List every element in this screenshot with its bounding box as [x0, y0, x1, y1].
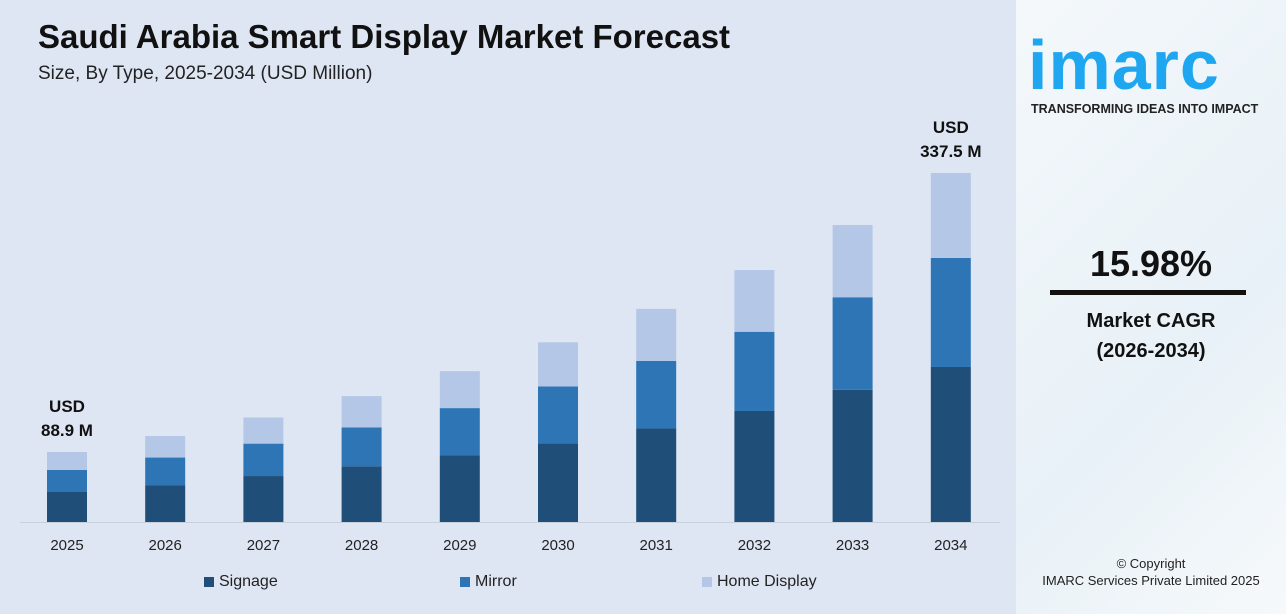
bar-home-display-2028: [341, 396, 382, 428]
imarc-logo: imarc: [1028, 26, 1220, 104]
x-tick-label: 2031: [640, 537, 673, 554]
data-label: USD: [49, 397, 85, 416]
bar-mirror-2034: [930, 257, 971, 367]
x-tick-label: 2033: [836, 537, 869, 554]
bar-home-display-2025: [47, 451, 87, 471]
bar-mirror-2032: [734, 331, 775, 411]
bar-home-display-2034: [930, 172, 971, 258]
bar-signage-2034: [930, 366, 971, 522]
legend-swatch-home-display: [702, 577, 712, 587]
bar-mirror-2031: [636, 360, 677, 429]
bar-mirror-2028: [341, 427, 382, 467]
bar-signage-2033: [832, 389, 873, 522]
legend-label: Signage: [219, 573, 278, 590]
copyright-line2: IMARC Services Private Limited 2025: [1042, 573, 1260, 588]
bar-signage-2032: [734, 410, 775, 522]
bar-mirror-2026: [145, 457, 186, 486]
bar-home-display-2032: [734, 270, 775, 332]
x-tick-label: 2028: [345, 537, 378, 554]
cagr-label: Market CAGR: [1086, 310, 1216, 332]
legend-label: Home Display: [717, 573, 817, 590]
bar-mirror-2025: [47, 470, 87, 492]
bar-home-display-2033: [832, 225, 873, 298]
bar-home-display-2027: [243, 417, 284, 444]
bar-home-display-2026: [145, 436, 186, 458]
legend-home-display: Home Display: [702, 573, 817, 591]
bar-signage-2030: [538, 443, 578, 522]
bar-mirror-2030: [538, 386, 578, 444]
bar-mirror-2029: [439, 408, 480, 456]
bar-signage-2026: [145, 485, 186, 522]
brand-panel: [1016, 0, 1286, 614]
x-tick-label: 2034: [934, 537, 967, 554]
x-tick-label: 2025: [50, 537, 83, 554]
cagr-value: 15.98%: [1089, 243, 1213, 284]
legend-mirror: Mirror: [460, 573, 517, 591]
x-tick-label: 2027: [247, 537, 280, 554]
chart-subtitle: Size, By Type, 2025-2034 (USD Million): [38, 63, 373, 84]
bar-signage-2028: [341, 466, 382, 522]
bar-home-display-2030: [538, 342, 578, 387]
x-tick-label: 2029: [443, 537, 476, 554]
legend-swatch-mirror: [460, 577, 470, 587]
divider: [1050, 290, 1246, 295]
copyright-line1: © Copyright: [1116, 556, 1186, 571]
bar-mirror-2027: [243, 443, 284, 477]
bar-signage-2027: [243, 476, 284, 522]
cagr-period: (2026-2034): [1096, 340, 1206, 362]
brand-tagline: TRANSFORMING IDEAS INTO IMPACT: [1031, 102, 1259, 116]
x-tick-label: 2030: [541, 537, 574, 554]
bar-signage-2029: [439, 455, 480, 522]
x-tick-label: 2026: [149, 537, 182, 554]
bar-signage-2025: [47, 491, 87, 522]
legend-signage: Signage: [204, 573, 278, 591]
data-label: 337.5 M: [920, 142, 981, 161]
x-tick-label: 2032: [738, 537, 771, 554]
bar-signage-2031: [636, 428, 677, 522]
data-label: USD: [933, 118, 969, 137]
bar-home-display-2029: [439, 371, 480, 409]
chart-title: Saudi Arabia Smart Display Market Foreca…: [38, 18, 731, 55]
bar-mirror-2033: [832, 297, 873, 390]
bar-home-display-2031: [636, 308, 677, 361]
data-label: 88.9 M: [41, 421, 93, 440]
legend-label: Mirror: [475, 573, 517, 590]
legend-swatch-signage: [204, 577, 214, 587]
bar-chart: 2025 2026 2027 2028 2029 2030 2031 2032 2033 2034…: [20, 118, 1000, 554]
